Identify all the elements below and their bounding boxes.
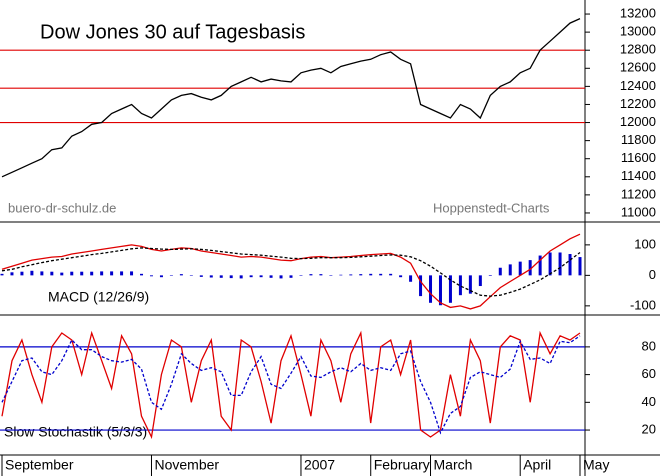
histogram-bar xyxy=(20,271,24,276)
histogram-bar xyxy=(80,271,84,276)
histogram-bar xyxy=(90,271,94,276)
chart-title: Dow Jones 30 auf Tagesbasis xyxy=(40,21,305,43)
y-tick-label: 12400 xyxy=(620,78,656,93)
histogram-bar xyxy=(518,261,522,276)
histogram-bar xyxy=(189,275,193,276)
y-tick-label: 11000 xyxy=(621,204,656,219)
y-tick-label: 13200 xyxy=(620,5,656,20)
x-tick-label: May xyxy=(583,457,609,473)
x-tick-label: September xyxy=(5,457,74,473)
histogram-bar xyxy=(488,275,492,276)
series-line xyxy=(1,233,581,310)
histogram-bar xyxy=(110,271,114,276)
histogram-bar xyxy=(279,275,283,279)
series-line xyxy=(1,18,581,178)
histogram-bar xyxy=(60,272,64,276)
series-line xyxy=(1,247,581,297)
x-tick-label: 2007 xyxy=(304,457,335,473)
y-tick-label: 40 xyxy=(642,394,656,409)
watermark: Hoppenstedt-Charts xyxy=(433,200,550,215)
histogram-bar xyxy=(130,271,134,276)
histogram-bar xyxy=(149,275,153,277)
y-tick-label: 80 xyxy=(642,338,656,353)
histogram-bar xyxy=(259,275,263,278)
histogram-bar xyxy=(458,275,462,296)
y-tick-label: 11600 xyxy=(621,150,656,165)
histogram-bar xyxy=(30,270,34,276)
histogram-bar xyxy=(159,275,163,278)
histogram-bar xyxy=(558,252,562,276)
x-tick-label: February xyxy=(374,457,430,473)
y-tick-label: 100 xyxy=(634,236,656,251)
y-tick-label: 11400 xyxy=(621,168,656,183)
histogram-bar xyxy=(339,274,343,276)
histogram-bar xyxy=(399,275,403,278)
histogram-bar xyxy=(538,255,542,276)
histogram-bar xyxy=(498,267,502,276)
histogram-bar xyxy=(329,275,333,276)
histogram-bar xyxy=(209,275,213,278)
histogram-bar xyxy=(319,274,323,276)
y-tick-label: 0 xyxy=(649,267,656,282)
histogram-bar xyxy=(508,264,512,276)
panel-label: MACD (12/26/9) xyxy=(48,289,149,305)
histogram-bar xyxy=(40,271,44,276)
y-tick-label: 60 xyxy=(642,366,656,381)
histogram-bar xyxy=(199,275,203,277)
histogram-bar xyxy=(359,274,363,276)
histogram-bar xyxy=(10,272,14,276)
watermark: buero-dr-schulz.de xyxy=(8,200,116,215)
histogram-bar xyxy=(239,275,243,279)
x-tick-label: March xyxy=(434,457,473,473)
histogram-bar xyxy=(548,252,552,276)
y-tick-label: 12600 xyxy=(620,60,656,75)
histogram-bar xyxy=(438,275,442,306)
histogram-bar xyxy=(289,275,293,278)
series-line xyxy=(1,335,581,435)
histogram-bar xyxy=(409,275,413,282)
histogram-bar xyxy=(120,271,124,276)
histogram-bar xyxy=(249,275,253,278)
y-tick-label: 12000 xyxy=(620,114,656,129)
histogram-bar xyxy=(369,273,373,276)
histogram-bar xyxy=(179,274,183,276)
y-tick-label: 11800 xyxy=(621,132,656,147)
histogram-bar xyxy=(389,273,393,276)
y-tick-label: -100 xyxy=(630,297,656,312)
histogram-bar xyxy=(70,271,74,276)
histogram-bar xyxy=(419,275,423,297)
y-tick-label: 12800 xyxy=(620,42,656,57)
y-tick-label: 12200 xyxy=(620,96,656,111)
histogram-bar xyxy=(528,260,532,276)
histogram-bar xyxy=(568,254,572,276)
histogram-bar xyxy=(140,273,144,276)
histogram-bar xyxy=(0,273,4,276)
histogram-bar xyxy=(219,275,223,278)
histogram-bar xyxy=(100,271,104,276)
histogram-bar xyxy=(169,275,173,276)
x-tick-label: April xyxy=(523,457,551,473)
histogram-bar xyxy=(299,275,303,276)
histogram-bar xyxy=(309,274,313,276)
histogram-bar xyxy=(349,274,353,276)
histogram-bar xyxy=(269,275,273,278)
panel-label: Slow Stochastik (5/3/3) xyxy=(4,424,147,440)
y-tick-label: 13000 xyxy=(620,24,656,39)
histogram-bar xyxy=(578,257,582,276)
histogram-bar xyxy=(379,273,383,276)
histogram-bar xyxy=(468,275,472,294)
histogram-bar xyxy=(50,271,54,276)
histogram-bar xyxy=(229,275,233,279)
series-line xyxy=(1,330,581,440)
histogram-bar xyxy=(448,275,452,303)
histogram-bar xyxy=(478,275,482,287)
y-tick-label: 20 xyxy=(642,421,656,436)
y-tick-label: 11200 xyxy=(621,186,656,201)
histogram-bar xyxy=(429,275,433,303)
x-tick-label: November xyxy=(154,457,219,473)
